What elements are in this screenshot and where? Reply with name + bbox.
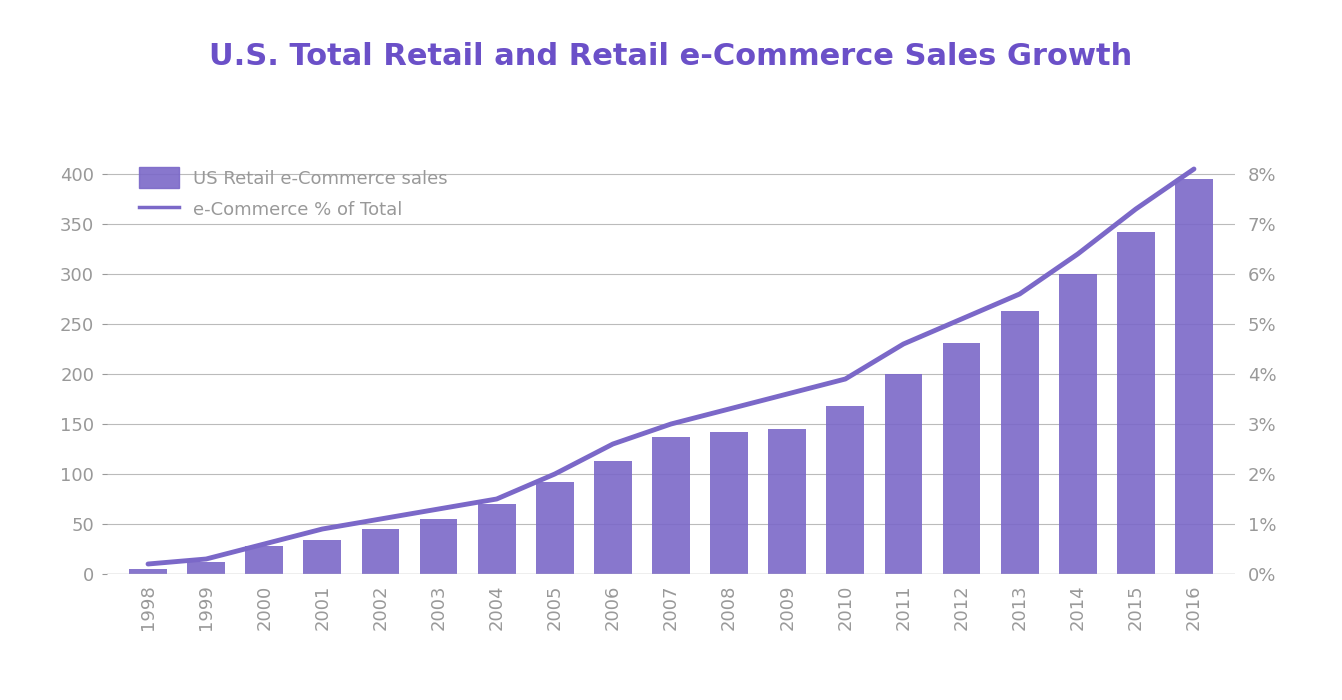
Bar bbox=[535, 482, 573, 574]
Bar bbox=[478, 504, 515, 574]
Bar bbox=[652, 437, 690, 574]
Bar bbox=[246, 546, 283, 574]
Bar bbox=[420, 519, 458, 574]
Bar bbox=[303, 540, 341, 574]
Bar bbox=[1117, 232, 1154, 574]
Bar bbox=[1001, 311, 1039, 574]
Bar bbox=[595, 461, 632, 574]
Bar bbox=[942, 343, 981, 574]
Bar bbox=[884, 374, 922, 574]
Bar bbox=[1059, 274, 1096, 574]
Bar bbox=[188, 562, 225, 574]
Bar bbox=[361, 529, 400, 574]
Bar bbox=[129, 569, 166, 574]
Text: U.S. Total Retail and Retail e-Commerce Sales Growth: U.S. Total Retail and Retail e-Commerce … bbox=[209, 42, 1133, 71]
Bar bbox=[1176, 179, 1213, 574]
Bar bbox=[769, 429, 807, 574]
Legend: US Retail e-Commerce sales, e-Commerce % of Total: US Retail e-Commerce sales, e-Commerce %… bbox=[140, 167, 448, 220]
Bar bbox=[710, 432, 747, 574]
Bar bbox=[827, 406, 864, 574]
